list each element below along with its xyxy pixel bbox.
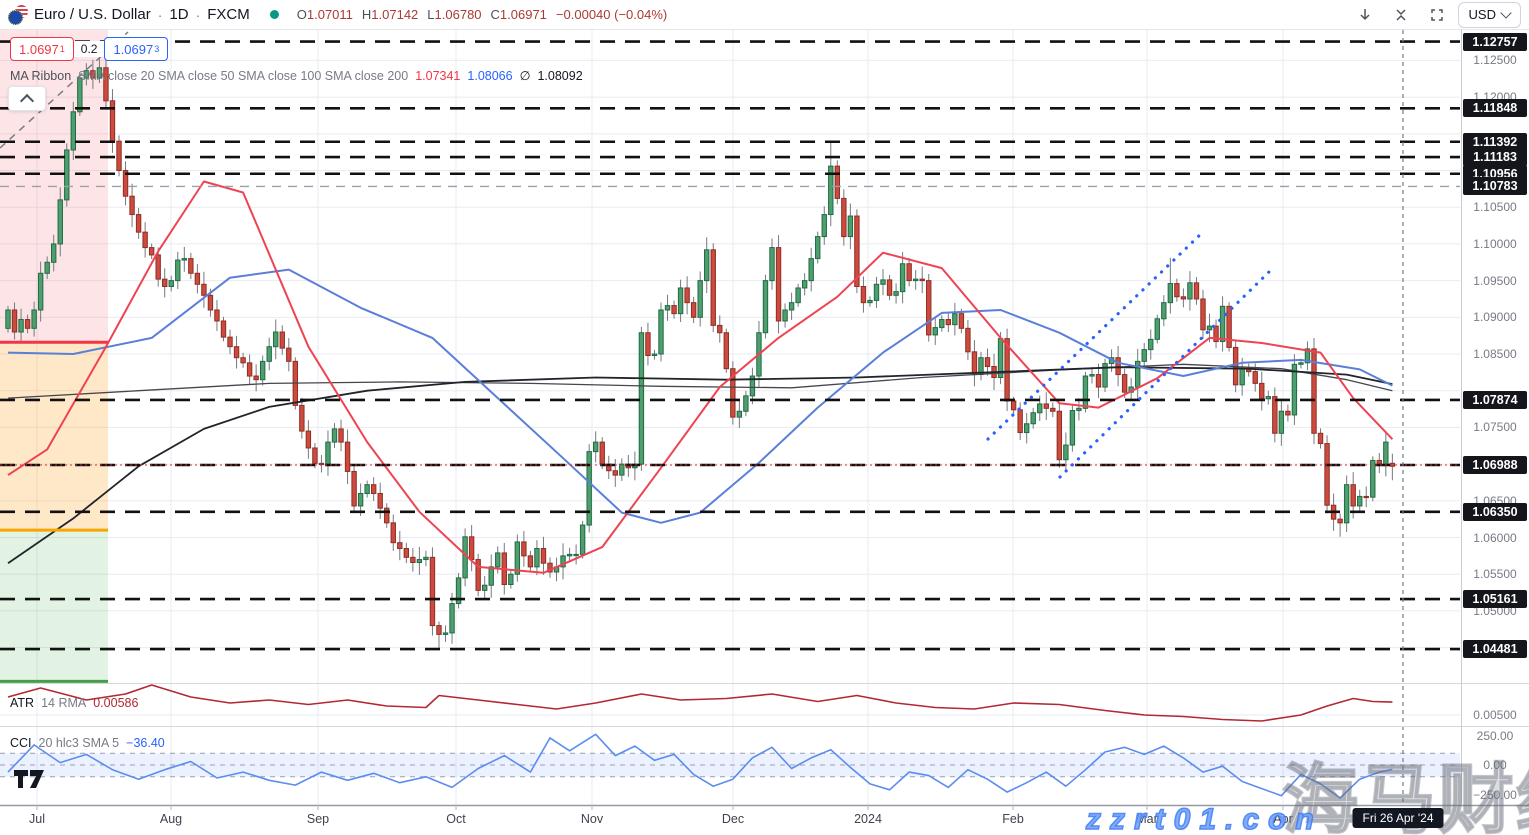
time-axis-label: Sep bbox=[306, 812, 330, 826]
price-axis-badge: 1.11392 bbox=[1463, 132, 1527, 151]
time-axis-label: Aug bbox=[159, 812, 183, 826]
separator: · bbox=[157, 6, 163, 23]
exchange-label: FXCM bbox=[207, 6, 250, 23]
price-axis-label: 1.08500 bbox=[1473, 347, 1517, 362]
interval-button[interactable]: 1D bbox=[169, 6, 189, 23]
cci-axis-label: 250.00 bbox=[1476, 728, 1514, 743]
sma-average-value: 1.08092 bbox=[537, 68, 583, 83]
atr-axis-label: 0.00500 bbox=[1473, 708, 1517, 722]
buy-price-button[interactable]: 1.0697 3 bbox=[104, 37, 169, 61]
ohlc-readout: O1.07011 H1.07142 L1.06780 C1.06971 −0.0… bbox=[296, 7, 668, 22]
price-axis-badge: 1.05161 bbox=[1463, 590, 1527, 609]
price-axis[interactable]: 1.12500 1.12000 1.10500 1.10000 1.09500 1.090… bbox=[1461, 0, 1529, 835]
cci-axis-label: −250.00 bbox=[1473, 787, 1517, 802]
time-axis-label: 2024 bbox=[854, 812, 882, 826]
symbol-header-bar: Euro / U.S. Dollar · 1D · FXCM O1.07011 … bbox=[0, 0, 1529, 30]
time-axis-label: Mar bbox=[1136, 812, 1158, 826]
atr-legend[interactable]: ATR 14 RMA 0.00586 bbox=[10, 696, 138, 710]
cci-legend[interactable]: CCI 20 hlc3 SMA 5 −36.40 bbox=[10, 736, 165, 750]
sell-price-button[interactable]: 1.0697 1 bbox=[10, 37, 74, 61]
time-axis-label: Jul bbox=[29, 812, 45, 826]
separator: · bbox=[195, 6, 201, 23]
watermark-site: zzrt01.con bbox=[1085, 802, 1323, 835]
legend-collapse-button[interactable] bbox=[8, 86, 46, 111]
usd-currency-button[interactable]: USD bbox=[1457, 1, 1521, 28]
price-axis-label: 1.07500 bbox=[1473, 420, 1517, 435]
change-readout: −0.00040 (−0.04%) bbox=[555, 7, 668, 22]
price-axis-badge: 1.06350 bbox=[1463, 502, 1527, 521]
cci-value: −36.40 bbox=[126, 736, 165, 750]
spread-label: 0.2 bbox=[73, 41, 105, 57]
cci-axis-label: 0.00 bbox=[1483, 758, 1507, 772]
ma-ribbon-legend[interactable]: MA Ribbon SMA close 20 SMA close 50 SMA … bbox=[10, 68, 583, 84]
chevron-down-icon bbox=[1500, 7, 1512, 19]
average-symbol: ∅ bbox=[519, 69, 531, 83]
bid-ask-widget: 1.0697 1 0.2 1.0697 3 bbox=[10, 37, 169, 61]
price-axis-badge: 1.04481 bbox=[1463, 640, 1527, 658]
chevron-up-icon bbox=[19, 93, 35, 108]
indicator-params: 14 RMA bbox=[41, 696, 87, 710]
indicator-params: SMA close 20 SMA close 50 SMA close 100 … bbox=[78, 68, 409, 83]
price-axis-label: 1.10500 bbox=[1473, 200, 1517, 215]
eurusd-flag-icon bbox=[8, 4, 28, 25]
price-axis-label: 1.09500 bbox=[1473, 273, 1517, 288]
time-axis-label: Nov bbox=[580, 812, 604, 826]
sma20-value: 1.07341 bbox=[415, 68, 461, 83]
time-axis-label: Feb bbox=[1002, 812, 1024, 826]
tradingview-logo[interactable] bbox=[14, 770, 48, 793]
price-axis-label: 1.10000 bbox=[1473, 236, 1517, 251]
time-axis-label: Oct bbox=[446, 812, 466, 826]
price-axis-label: 1.06000 bbox=[1473, 530, 1517, 545]
crosshair-date-badge: Fri 26 Apr '24 bbox=[1352, 808, 1444, 828]
time-axis-label: Dec bbox=[721, 812, 745, 826]
collapse-panes-icon[interactable] bbox=[1386, 3, 1416, 27]
atr-value: 0.00586 bbox=[93, 696, 139, 710]
symbol-title[interactable]: Euro / U.S. Dollar bbox=[34, 6, 151, 23]
price-axis-label: 1.12500 bbox=[1473, 53, 1517, 68]
time-axis[interactable]: Jul Aug Sep Oct Nov Dec 2024 Feb Mar Apr bbox=[0, 806, 1461, 835]
price-axis-badge: 1.11848 bbox=[1463, 99, 1527, 118]
indicator-title: MA Ribbon bbox=[10, 68, 72, 83]
price-axis-label: 1.05500 bbox=[1473, 567, 1517, 582]
price-axis-badge: 1.10783 bbox=[1463, 177, 1527, 196]
price-axis-label: 1.09000 bbox=[1473, 310, 1517, 325]
price-axis-badge: 1.07874 bbox=[1463, 390, 1527, 409]
sma50-value: 1.08066 bbox=[467, 68, 513, 83]
indicator-title: CCI bbox=[10, 736, 32, 750]
maximize-pane-icon[interactable] bbox=[1422, 3, 1452, 27]
time-axis-label: Apr bbox=[1273, 812, 1293, 826]
indicator-title: ATR bbox=[10, 696, 35, 710]
price-axis-badge: 1.11183 bbox=[1463, 148, 1527, 167]
scroll-down-icon[interactable] bbox=[1350, 3, 1380, 27]
price-axis-badge: 1.12757 bbox=[1463, 32, 1527, 51]
price-axis-badge: 1.06988 bbox=[1463, 456, 1527, 474]
market-status-dot[interactable] bbox=[269, 10, 279, 19]
indicator-params: 20 hlc3 SMA 5 bbox=[38, 736, 120, 750]
